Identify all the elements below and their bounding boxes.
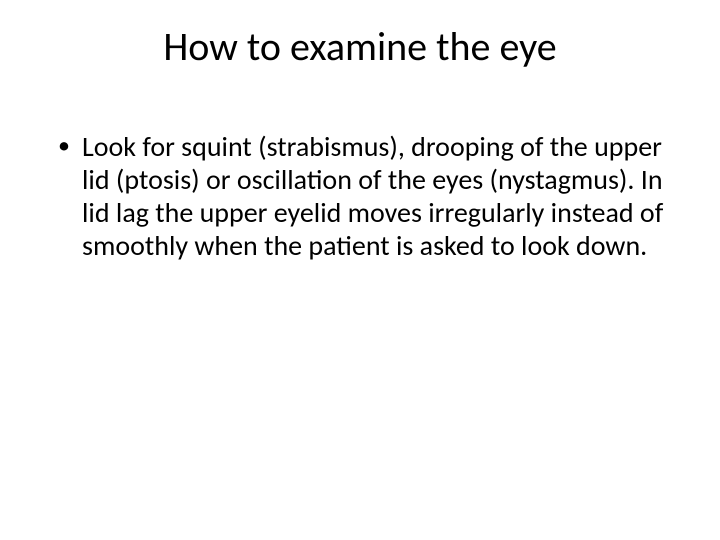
slide: How to examine the eye Look for squint (… <box>0 0 720 540</box>
slide-title: How to examine the eye <box>0 22 720 71</box>
bullet-list: Look for squint (strabismus), drooping o… <box>54 130 674 262</box>
bullet-text: Look for squint (strabismus), drooping o… <box>82 129 663 263</box>
list-item: Look for squint (strabismus), drooping o… <box>54 130 674 262</box>
slide-body: Look for squint (strabismus), drooping o… <box>54 130 674 262</box>
